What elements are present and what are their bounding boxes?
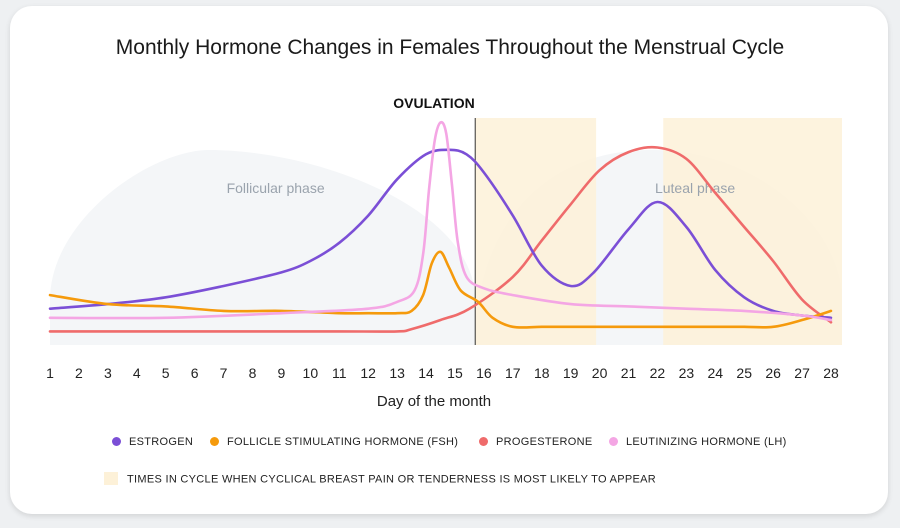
legend-item-estrogen: ESTROGEN — [112, 436, 193, 448]
x-tick-19: 19 — [563, 365, 579, 381]
x-tick-13: 13 — [389, 365, 405, 381]
highlight-legend: TIMES IN CYCLE WHEN CYCLICAL BREAST PAIN… — [104, 472, 657, 486]
x-tick-15: 15 — [447, 365, 463, 381]
chart-title: Monthly Hormone Changes in Females Throu… — [115, 36, 785, 59]
legend-label-estrogen: ESTROGEN — [129, 436, 194, 448]
x-tick-23: 23 — [679, 365, 695, 381]
x-tick-24: 24 — [708, 365, 724, 381]
legend-label-lh: LEUTINIZING HORMONE (LH) — [626, 436, 787, 448]
x-tick-20: 20 — [592, 365, 608, 381]
series-line-progesterone — [48, 145, 833, 333]
x-tick-14: 14 — [418, 365, 434, 381]
x-tick-4: 4 — [133, 365, 141, 381]
x-tick-9: 9 — [278, 365, 286, 381]
legend-item-progesterone: PROGESTERONE — [479, 436, 593, 448]
phase-label-1: Follicular phase — [227, 180, 325, 196]
legend-item-fsh: FOLLICLE STIMULATING HORMONE (FSH) — [210, 436, 458, 448]
x-tick-21: 21 — [621, 365, 637, 381]
x-tick-6: 6 — [191, 365, 199, 381]
legend-label-progesterone: PROGESTERONE — [496, 436, 593, 448]
series-line-fsh — [48, 250, 833, 329]
x-tick-16: 16 — [476, 365, 492, 381]
legend-label-fsh: FOLLICLE STIMULATING HORMONE (FSH) — [227, 436, 459, 448]
highlight-swatch — [104, 472, 118, 485]
x-tick-17: 17 — [505, 365, 521, 381]
x-tick-22: 22 — [650, 365, 666, 381]
x-tick-12: 12 — [360, 365, 376, 381]
legend-swatch-fsh — [210, 436, 219, 446]
x-tick-18: 18 — [534, 365, 550, 381]
legend-swatch-estrogen — [112, 436, 121, 446]
x-tick-25: 25 — [736, 365, 752, 381]
legend-item-lh: LEUTINIZING HORMONE (LH) — [609, 436, 787, 448]
ovulation-label: OVULATION — [393, 95, 474, 111]
highlight-range-1 — [475, 118, 597, 345]
series-line-lh — [48, 120, 833, 322]
highlight-note: TIMES IN CYCLE WHEN CYCLICAL BREAST PAIN… — [127, 473, 657, 486]
legend-swatch-progesterone — [479, 436, 488, 446]
x-tick-28: 28 — [823, 365, 839, 381]
follicular-phase-region — [50, 150, 476, 345]
x-tick-27: 27 — [794, 365, 810, 381]
legend-swatch-lh — [609, 436, 618, 446]
x-axis-label: Day of the month — [376, 393, 492, 410]
x-tick-26: 26 — [765, 365, 781, 381]
x-tick-3: 3 — [104, 365, 112, 381]
x-tick-8: 8 — [249, 365, 257, 381]
x-tick-11: 11 — [332, 365, 347, 381]
x-tick-5: 5 — [162, 365, 170, 381]
series-line-estrogen — [48, 148, 833, 320]
x-tick-2: 2 — [75, 365, 83, 381]
x-tick-7: 7 — [220, 365, 228, 381]
x-tick-10: 10 — [303, 365, 319, 381]
x-tick-1: 1 — [46, 365, 54, 381]
phase-label-2: Luteal phase — [655, 180, 735, 196]
